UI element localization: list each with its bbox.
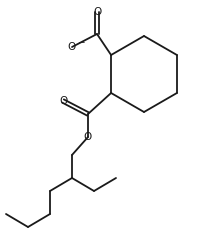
Text: −: −	[77, 38, 85, 47]
Text: O: O	[93, 7, 101, 17]
Text: O: O	[59, 96, 67, 106]
Text: O: O	[68, 42, 76, 52]
Text: O: O	[84, 132, 92, 142]
